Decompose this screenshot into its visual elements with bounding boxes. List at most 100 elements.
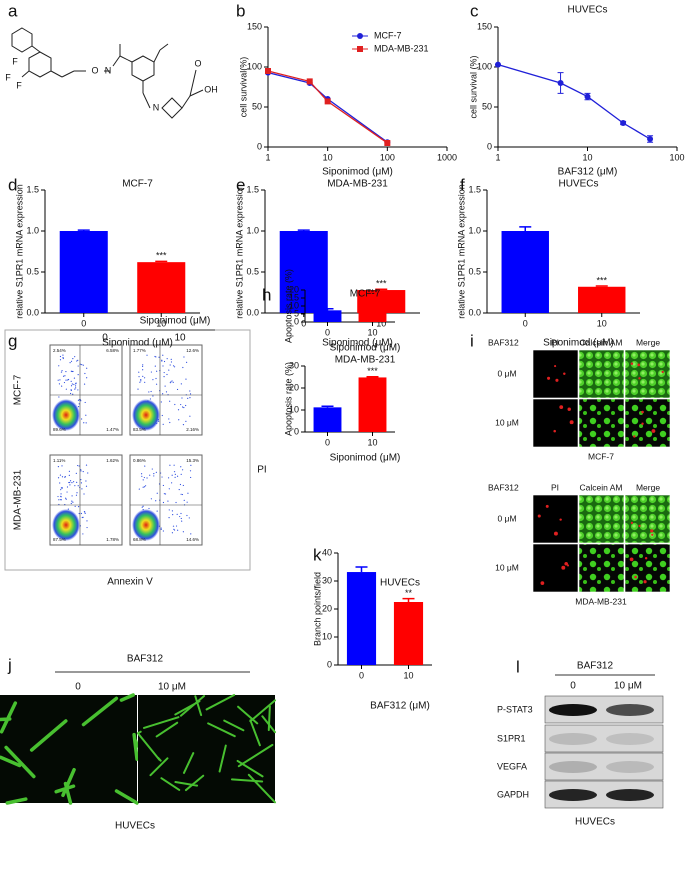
event-dot <box>81 488 83 490</box>
y-axis-label: relative S1PR1 mRNA expression <box>456 184 466 319</box>
event-dot <box>168 517 170 519</box>
dead-cell <box>651 533 654 536</box>
dead-cell <box>643 580 647 584</box>
event-dot <box>62 375 65 377</box>
event-dot <box>68 474 70 477</box>
event-dot <box>170 381 172 383</box>
quadrant-value: 87.5% <box>53 537 66 542</box>
event-dot <box>74 388 76 390</box>
x-axis-label: Siponimod (μM) <box>330 343 401 354</box>
y-tick-label: 20 <box>322 603 332 613</box>
event-dot <box>68 481 70 484</box>
event-dot <box>172 514 174 516</box>
event-dot <box>60 493 62 495</box>
micrograph <box>532 349 579 399</box>
event-dot <box>156 510 158 512</box>
event-dot <box>58 383 61 385</box>
event-dot <box>74 385 77 387</box>
event-dot <box>82 533 84 535</box>
event-dot <box>77 389 79 391</box>
event-dot <box>153 473 155 475</box>
x-tick-label: 0 <box>359 670 364 680</box>
event-dot <box>86 367 88 369</box>
event-dot <box>162 393 164 395</box>
event-dot <box>168 509 170 511</box>
event-dot <box>75 387 77 389</box>
dead-cell <box>561 565 566 570</box>
chart-title: MCF-7 <box>350 289 381 300</box>
event-dot <box>163 376 165 378</box>
x-tick-label: 10 <box>156 318 166 328</box>
bar <box>358 298 387 322</box>
y-tick-label: 1.5 <box>26 184 39 194</box>
chemical-structure <box>11 27 204 119</box>
dead-cell <box>650 529 654 533</box>
event-dot <box>162 501 165 504</box>
quadrant-value: 1.11% <box>53 458 65 463</box>
micrograph <box>578 349 625 399</box>
event-dot <box>74 485 76 487</box>
column-label: Merge <box>636 337 660 347</box>
event-dot <box>141 475 143 477</box>
event-dot <box>179 515 181 518</box>
event-dot <box>65 379 67 381</box>
dead-cell <box>569 420 574 425</box>
event-dot <box>77 406 80 408</box>
atom-label: N <box>153 102 160 112</box>
event-dot <box>144 381 146 383</box>
y-tick-label: 1.5 <box>468 184 481 194</box>
event-dot <box>81 363 83 366</box>
bar <box>578 286 626 313</box>
x-tick-label: 1000 <box>437 152 457 162</box>
marker <box>584 93 591 100</box>
event-dot <box>138 488 140 490</box>
x-tick-label: 0 <box>523 318 528 328</box>
event-dot <box>60 489 62 491</box>
x-tick-label: 10 <box>367 437 377 447</box>
event-dot <box>185 420 187 422</box>
event-dot <box>182 484 184 487</box>
event-dot <box>142 486 144 488</box>
event-dot <box>85 485 88 487</box>
event-dot <box>61 487 63 489</box>
y-axis-label: cell survival(%) <box>238 57 248 118</box>
event-dot <box>169 464 171 466</box>
event-dot <box>169 400 171 402</box>
event-dot <box>61 385 63 387</box>
row-label: 0 μM <box>497 513 516 523</box>
caption: MDA-MB-231 <box>575 596 627 606</box>
event-dot <box>59 359 62 361</box>
event-dot <box>77 374 79 376</box>
y-tick-label: 5 <box>294 308 299 318</box>
event-dot <box>181 520 183 522</box>
marker <box>647 136 654 142</box>
chart-title: MDA-MB-231 <box>335 355 396 366</box>
event-dot <box>163 493 165 495</box>
x-axis-label: Siponimod (μM) <box>102 338 173 349</box>
event-dot <box>77 359 79 361</box>
event-dot <box>65 498 67 500</box>
quadrant-value: 1.77% <box>133 348 146 353</box>
event-dot <box>183 499 185 501</box>
blot-band <box>606 761 654 773</box>
bar <box>313 310 342 322</box>
event-dot <box>148 391 150 393</box>
blot-band <box>606 733 654 745</box>
dead-cell <box>545 504 549 508</box>
event-dot <box>161 476 163 478</box>
x-tick-label: 10 <box>367 327 377 337</box>
significance: *** <box>156 251 167 261</box>
event-dot <box>70 380 72 383</box>
micrograph <box>624 398 671 448</box>
event-dot <box>75 494 78 496</box>
y-axis-label: cell survival (%) <box>468 55 478 118</box>
event-dot <box>187 492 189 494</box>
event-dot <box>141 506 143 508</box>
micrograph <box>578 543 625 593</box>
event-dot <box>150 390 152 393</box>
event-dot <box>160 528 162 531</box>
dead-cell <box>641 410 644 414</box>
dead-cell <box>638 524 641 527</box>
x-axis-label: Siponimod (μM) <box>322 338 393 349</box>
